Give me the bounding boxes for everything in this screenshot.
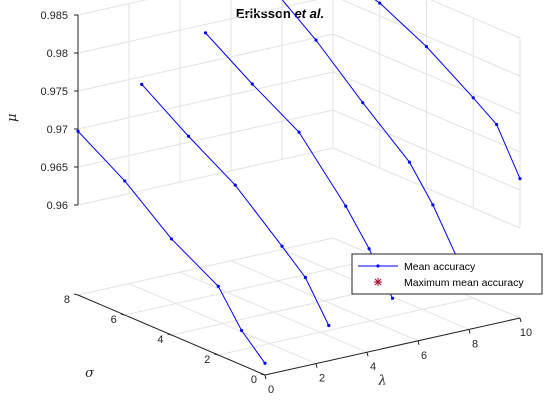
- series-line: [141, 84, 330, 326]
- series-line: [374, 0, 521, 179]
- sigma-tick-label: 2: [204, 354, 210, 366]
- data-point: [378, 1, 382, 5]
- series-line: [281, 0, 457, 257]
- wall-grid-line: [77, 0, 521, 39]
- wall-grid-line: [77, 109, 521, 191]
- data-point: [263, 361, 267, 365]
- legend-label: Maximum mean accuracy: [404, 277, 524, 289]
- floor-grid-line: [218, 297, 474, 356]
- sigma-tick-label: 4: [157, 334, 163, 346]
- mu-tick-label: 0.985: [40, 10, 68, 22]
- sigma-axis-label: σ: [85, 366, 95, 381]
- mu-tick-label: 0.98: [47, 48, 68, 60]
- lambda-tick-label: 4: [370, 361, 376, 373]
- mu-tick-label: 0.975: [40, 86, 68, 98]
- data-point: [495, 122, 499, 127]
- data-point: [240, 328, 244, 333]
- mu-tick-label: 0.96: [47, 200, 68, 212]
- sigma-tick-mark: [214, 353, 219, 356]
- data-point: [361, 101, 365, 105]
- lambda-axis-line: [264, 317, 521, 376]
- lambda-axis-label: λ: [377, 374, 386, 389]
- mu-axis-label: μ: [5, 114, 20, 122]
- axis-lines: [77, 15, 521, 376]
- lambda-tick-mark: [315, 363, 318, 368]
- data-point: [123, 179, 127, 183]
- lambda-tick-label: 10: [520, 327, 532, 339]
- chart-title: Eriksson et al.: [235, 6, 325, 21]
- data-point: [76, 129, 80, 133]
- sigma-tick-mark: [73, 293, 79, 296]
- legend-label: Mean accuracy: [404, 261, 476, 273]
- lambda-tick-mark: [264, 374, 267, 380]
- wall-grid-line: [77, 0, 521, 77]
- data-point: [390, 296, 395, 300]
- data-point: [303, 275, 307, 280]
- lambda-tick-mark: [366, 352, 369, 357]
- lambda-tick-label: 6: [421, 350, 427, 362]
- wall-grid-line: [77, 147, 521, 229]
- data-point: [169, 237, 174, 241]
- wall-grid-line: [77, 33, 521, 115]
- lambda-tick-mark: [417, 340, 420, 345]
- legend: Mean accuracy Maximum mean accuracy: [351, 253, 543, 295]
- lambda-tick-mark: [519, 317, 522, 323]
- data-point: [424, 45, 429, 49]
- lambda-tick-mark: [468, 329, 471, 334]
- sigma-tick-mark: [120, 313, 125, 316]
- data-point: [250, 82, 254, 86]
- data-point: [280, 244, 284, 248]
- data-point: [140, 82, 144, 86]
- sigma-tick-mark: [167, 333, 172, 336]
- tick-labels: 0 2 4 6 8 10 0 2 4 6 8 0.96 0.965 0.97 0.975 0.98 0.985: [40, 10, 532, 396]
- floor-grid-line: [77, 237, 334, 296]
- data-point: [233, 183, 237, 187]
- legend-point-swatch: [376, 264, 380, 268]
- data-point: [518, 177, 522, 181]
- lambda-tick-label: 0: [268, 384, 274, 396]
- sigma-tick-label: 8: [64, 294, 70, 306]
- star-stroke: [374, 278, 382, 286]
- data-point: [297, 130, 301, 134]
- mu-tick-label: 0.97: [47, 124, 68, 136]
- sigma-tick-label: 0: [251, 374, 257, 386]
- data-point: [314, 38, 318, 42]
- grid-lines: [77, 0, 521, 376]
- data-point: [367, 247, 371, 251]
- wall-grid-line: [77, 71, 521, 153]
- lambda-tick-label: 2: [319, 373, 325, 385]
- axis-labels: λ σ μ: [5, 114, 387, 389]
- lambda-tick-label: 8: [472, 338, 478, 350]
- mu-tick-label: 0.965: [40, 162, 68, 174]
- data-point: [327, 323, 331, 328]
- data-point: [203, 31, 208, 35]
- legend-box: [351, 253, 543, 295]
- legend-star-swatch: [374, 278, 382, 286]
- data-point: [216, 284, 220, 288]
- series-line: [77, 130, 266, 364]
- floor-grid-line: [124, 257, 380, 316]
- data-point: [186, 134, 191, 138]
- data-point: [344, 204, 348, 208]
- data-point: [471, 96, 475, 100]
- sigma-tick-label: 6: [111, 314, 117, 326]
- data-point: [407, 160, 412, 164]
- data-point: [431, 203, 435, 207]
- sigma-tick-mark: [260, 373, 266, 376]
- data-series: (10,7.5,0.983436): [76, 0, 522, 365]
